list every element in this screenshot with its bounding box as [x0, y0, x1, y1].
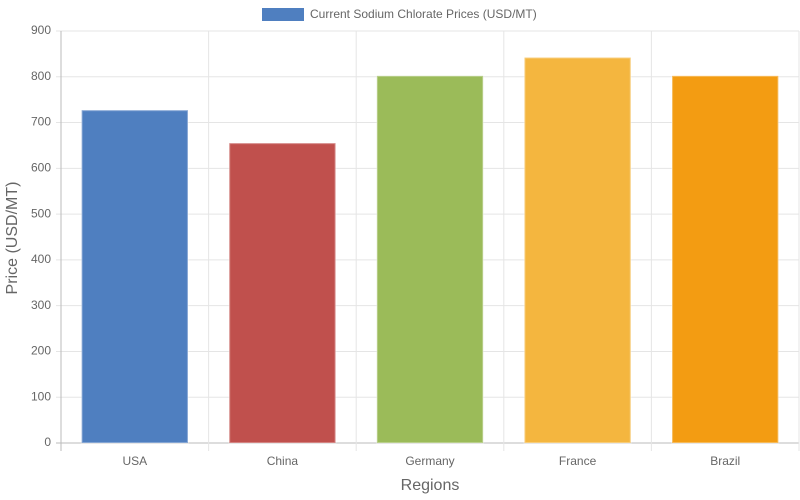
y-tick-label: 0: [44, 435, 51, 449]
y-tick-label: 100: [31, 389, 51, 403]
y-tick-label: 800: [31, 69, 51, 83]
y-axis-title: Price (USD/MT): [4, 182, 21, 295]
bar: [523, 56, 632, 444]
bar: [228, 142, 337, 444]
y-tick-label: 400: [31, 252, 51, 266]
y-tick-label: 900: [31, 23, 51, 37]
bar: [80, 109, 189, 444]
x-tick-label: China: [267, 454, 299, 468]
legend-label: Current Sodium Chlorate Prices (USD/MT): [310, 7, 537, 21]
x-tick-label: USA: [122, 454, 147, 468]
bar: [375, 74, 485, 445]
bar: [671, 74, 780, 445]
y-tick-label: 500: [31, 206, 51, 220]
y-tick-label: 200: [31, 344, 51, 358]
x-tick-label: Germany: [405, 454, 454, 468]
x-axis-title: Regions: [401, 477, 460, 494]
x-tick-label: France: [559, 454, 597, 468]
y-tick-label: 300: [31, 298, 51, 312]
legend-swatch: [262, 8, 304, 21]
x-tick-label: Brazil: [710, 454, 740, 468]
y-tick-label: 700: [31, 115, 51, 129]
y-tick-label: 600: [31, 161, 51, 175]
